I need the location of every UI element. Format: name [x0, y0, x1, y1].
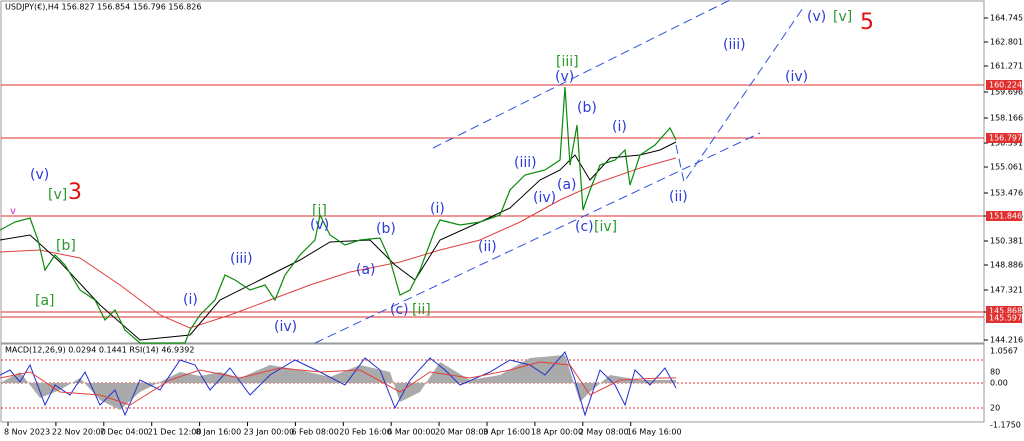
time-label: 8 Nov 2023 [4, 428, 50, 437]
price-tag [986, 80, 1022, 90]
price-label: 161.271 [990, 62, 1023, 71]
indicator-axis-label: 80 [990, 368, 1000, 377]
wave-label: [iii] [556, 54, 579, 70]
wave-label: (b) [376, 221, 396, 237]
wave-label: [b] [56, 238, 76, 254]
indicator-label: MACD(12,26,9) 0.0294 0.1441 RSI(14) 46.9… [5, 346, 194, 355]
wave-label: (i) [430, 201, 445, 217]
wave-label: 5 [860, 10, 874, 35]
price-line [0, 86, 677, 344]
wave-label: (a) [356, 262, 376, 278]
price-label: 153.476 [990, 189, 1023, 198]
ma-fast [0, 141, 677, 341]
wave-label: (v) [310, 217, 329, 233]
indicator-axis-label: 20 [990, 404, 1000, 413]
time-label: 20 Mar 08:00 [435, 428, 488, 437]
ma-slow [0, 157, 677, 329]
wave-label: (v) [807, 9, 826, 25]
time-label: 21 Dec 12:00 [148, 428, 202, 437]
macd-histogram [0, 355, 676, 410]
channels [314, 0, 806, 344]
main-pane [0, 0, 985, 344]
time-label: 2 May 08:00 [579, 428, 629, 437]
wave-label: (iv) [533, 190, 556, 206]
time-label: 16 May 16:00 [627, 428, 682, 437]
wave-label: (iv) [785, 69, 808, 85]
wave-label: (v) [555, 69, 574, 85]
wave-label: (iv) [274, 319, 297, 335]
wave-label: (i) [183, 292, 198, 308]
wave-label: [v] [48, 187, 67, 203]
indicator-axis-label: 1.0567 [990, 347, 1018, 356]
price-tag-label: 145.597 [989, 314, 1022, 323]
time-label: 20 Feb 16:00 [339, 428, 391, 437]
time-label: 7 Dec 04:00 [100, 428, 149, 437]
price-label: 155.061 [990, 163, 1023, 172]
price-label: 164.745 [990, 14, 1023, 23]
time-label: 6 Mar 00:00 [387, 428, 435, 437]
wave-label: [iv] [594, 219, 617, 235]
wave-label: (ii) [478, 239, 497, 255]
wave-label: (b) [577, 100, 597, 116]
wave-label: [i] [312, 203, 327, 219]
price-label: 162.801 [990, 38, 1023, 47]
wave-label: (v) [30, 167, 49, 183]
wave-label: (i) [612, 119, 627, 135]
signal-line [0, 361, 676, 406]
indicator-lines [0, 351, 984, 417]
price-tag-label: 160.224 [989, 81, 1022, 90]
wave-label: (iii) [723, 37, 746, 53]
price-label: 159.696 [990, 88, 1023, 97]
wave-label: (ii) [669, 189, 688, 205]
wave-label: (iii) [230, 251, 253, 267]
price-label: 144.216 [990, 336, 1023, 345]
price-tag-label: 145.868 [989, 307, 1022, 316]
price-tag [986, 306, 1022, 316]
channel-line [314, 132, 761, 344]
rsi-line [0, 351, 677, 417]
price-label: 150.381 [990, 237, 1023, 246]
price-tag-label: 151.846 [989, 212, 1022, 221]
wave-label: [v] [833, 9, 852, 25]
time-label: 22 Nov 20:00 [52, 428, 106, 437]
wave-label: (iii) [514, 155, 537, 171]
price-label: 147.321 [990, 286, 1023, 295]
time-label: 23 Jan 00:00 [244, 428, 295, 437]
symbol-info: USDJPY(€),H4 156.827 156.854 156.796 156… [5, 3, 201, 12]
price-tag [986, 211, 1022, 221]
price-tag [986, 313, 1022, 323]
wave-label: (c) [390, 302, 409, 318]
wave-label: (a) [557, 177, 577, 193]
wave-label: 3 [68, 180, 82, 205]
wave-label: [a] [35, 293, 55, 309]
time-label: 3 Apr 16:00 [483, 428, 530, 437]
time-label: 18 Apr 00:00 [531, 428, 583, 437]
wave-label: (c) [575, 219, 594, 235]
price-label: 158.166 [990, 114, 1023, 123]
indicator-axis-label: 0.00 [990, 379, 1008, 388]
price-tag-label: 156.797 [989, 134, 1022, 143]
price-tag [986, 133, 1022, 143]
time-label: 8 Jan 16:00 [196, 428, 242, 437]
wave-label: [ii] [412, 302, 431, 318]
time-label: 6 Feb 08:00 [291, 428, 338, 437]
indicator-axis-label: -1.1750 [990, 421, 1021, 430]
wave-label: v [10, 206, 16, 217]
price-label: 148.886 [990, 261, 1023, 270]
